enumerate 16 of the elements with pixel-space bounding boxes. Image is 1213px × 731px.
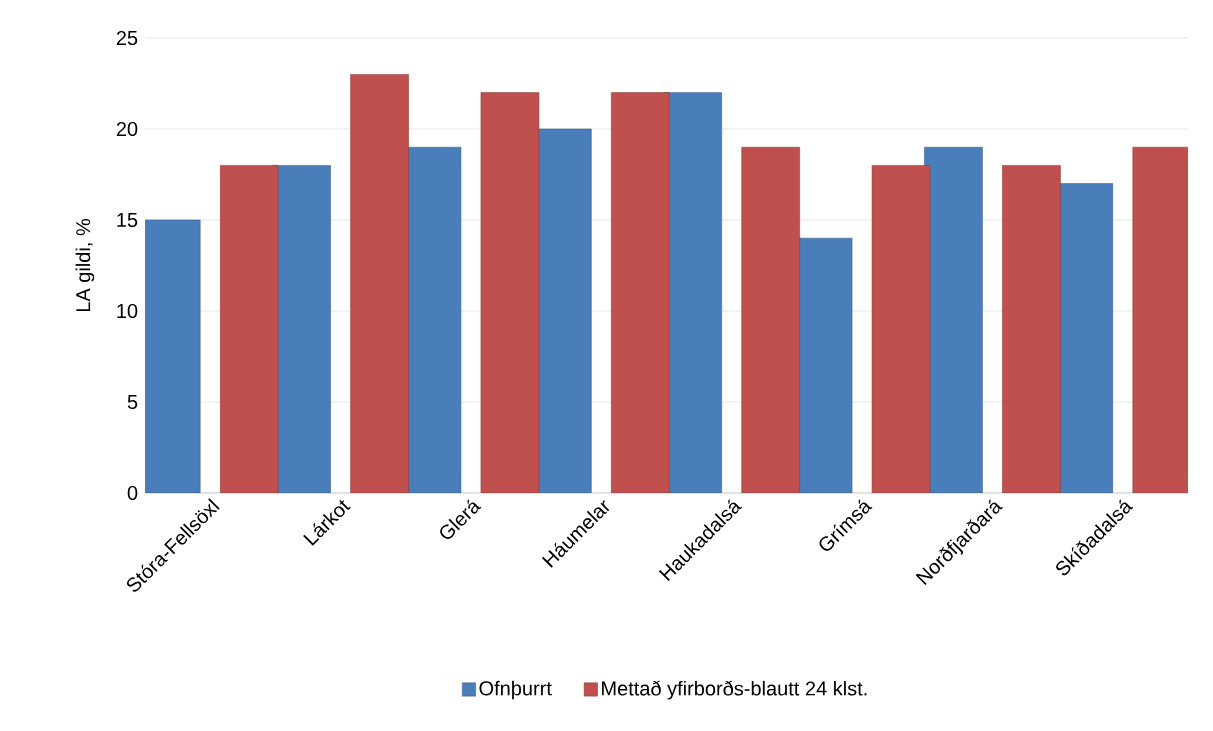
bar (219, 165, 279, 493)
y-tick-label: 0 (127, 485, 138, 501)
legend-label: Mettað yfirborðs-blautt 24 klst. (602, 680, 867, 700)
bar (741, 146, 800, 493)
y-tick-label: 25 (116, 30, 138, 46)
bar (1002, 165, 1061, 493)
bar (350, 74, 409, 493)
y-axis-title: LA gildi, % (75, 219, 95, 312)
bar (611, 92, 670, 493)
y-tick-label: 10 (117, 303, 138, 319)
y-tick-label: 15 (117, 213, 138, 227)
bar (480, 92, 540, 493)
y-tick-label: 5 (127, 395, 138, 409)
legend-label: Ofnþurrt (479, 680, 552, 700)
y-tick-label: 20 (116, 121, 138, 137)
bar (871, 165, 931, 493)
